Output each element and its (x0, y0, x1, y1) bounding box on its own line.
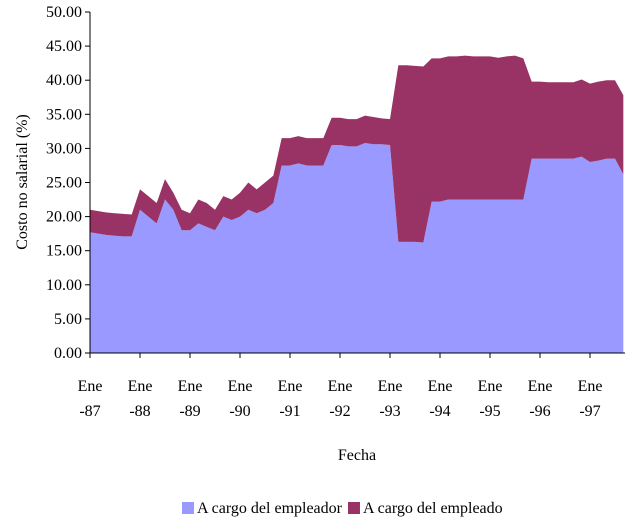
x-tick-label: Ene-92 (327, 378, 353, 420)
x-tick-label: Ene-90 (227, 378, 253, 420)
y-tick-label: 0.00 (54, 345, 82, 362)
legend-label: A cargo del empleador (197, 500, 343, 517)
y-tick-label: 35.00 (46, 106, 82, 123)
x-tick-label: Ene-89 (177, 378, 203, 420)
y-tick-label: 20.00 (46, 209, 82, 226)
x-axis-title: Fecha (338, 447, 376, 464)
x-tick-label: Ene-97 (577, 378, 603, 420)
y-tick-label: 5.00 (54, 311, 82, 328)
y-tick-label: 50.00 (46, 4, 82, 21)
y-axis-title: Costo no salarial (%) (14, 114, 31, 250)
area (90, 142, 624, 353)
y-tick-label: 15.00 (46, 243, 82, 260)
y-tick-label: 10.00 (46, 277, 82, 294)
y-tick-label: 30.00 (46, 140, 82, 157)
legend-label: A cargo del empleado (363, 500, 503, 517)
x-tick-label: Ene-88 (127, 378, 153, 420)
x-tick-label: Ene-94 (427, 378, 453, 420)
y-tick-label: 25.00 (46, 175, 82, 192)
y-tick-label: 45.00 (46, 38, 82, 55)
x-tick-label: Ene-95 (477, 378, 503, 420)
area (90, 55, 624, 243)
x-tick-label: Ene-93 (377, 378, 403, 420)
legend-swatch (182, 502, 194, 514)
x-tick-label: Ene-87 (77, 378, 103, 420)
legend-swatch (347, 502, 360, 514)
x-tick-label: Ene-91 (277, 378, 303, 420)
y-tick-label: 40.00 (46, 72, 82, 89)
x-tick-label: Ene-96 (527, 378, 553, 420)
